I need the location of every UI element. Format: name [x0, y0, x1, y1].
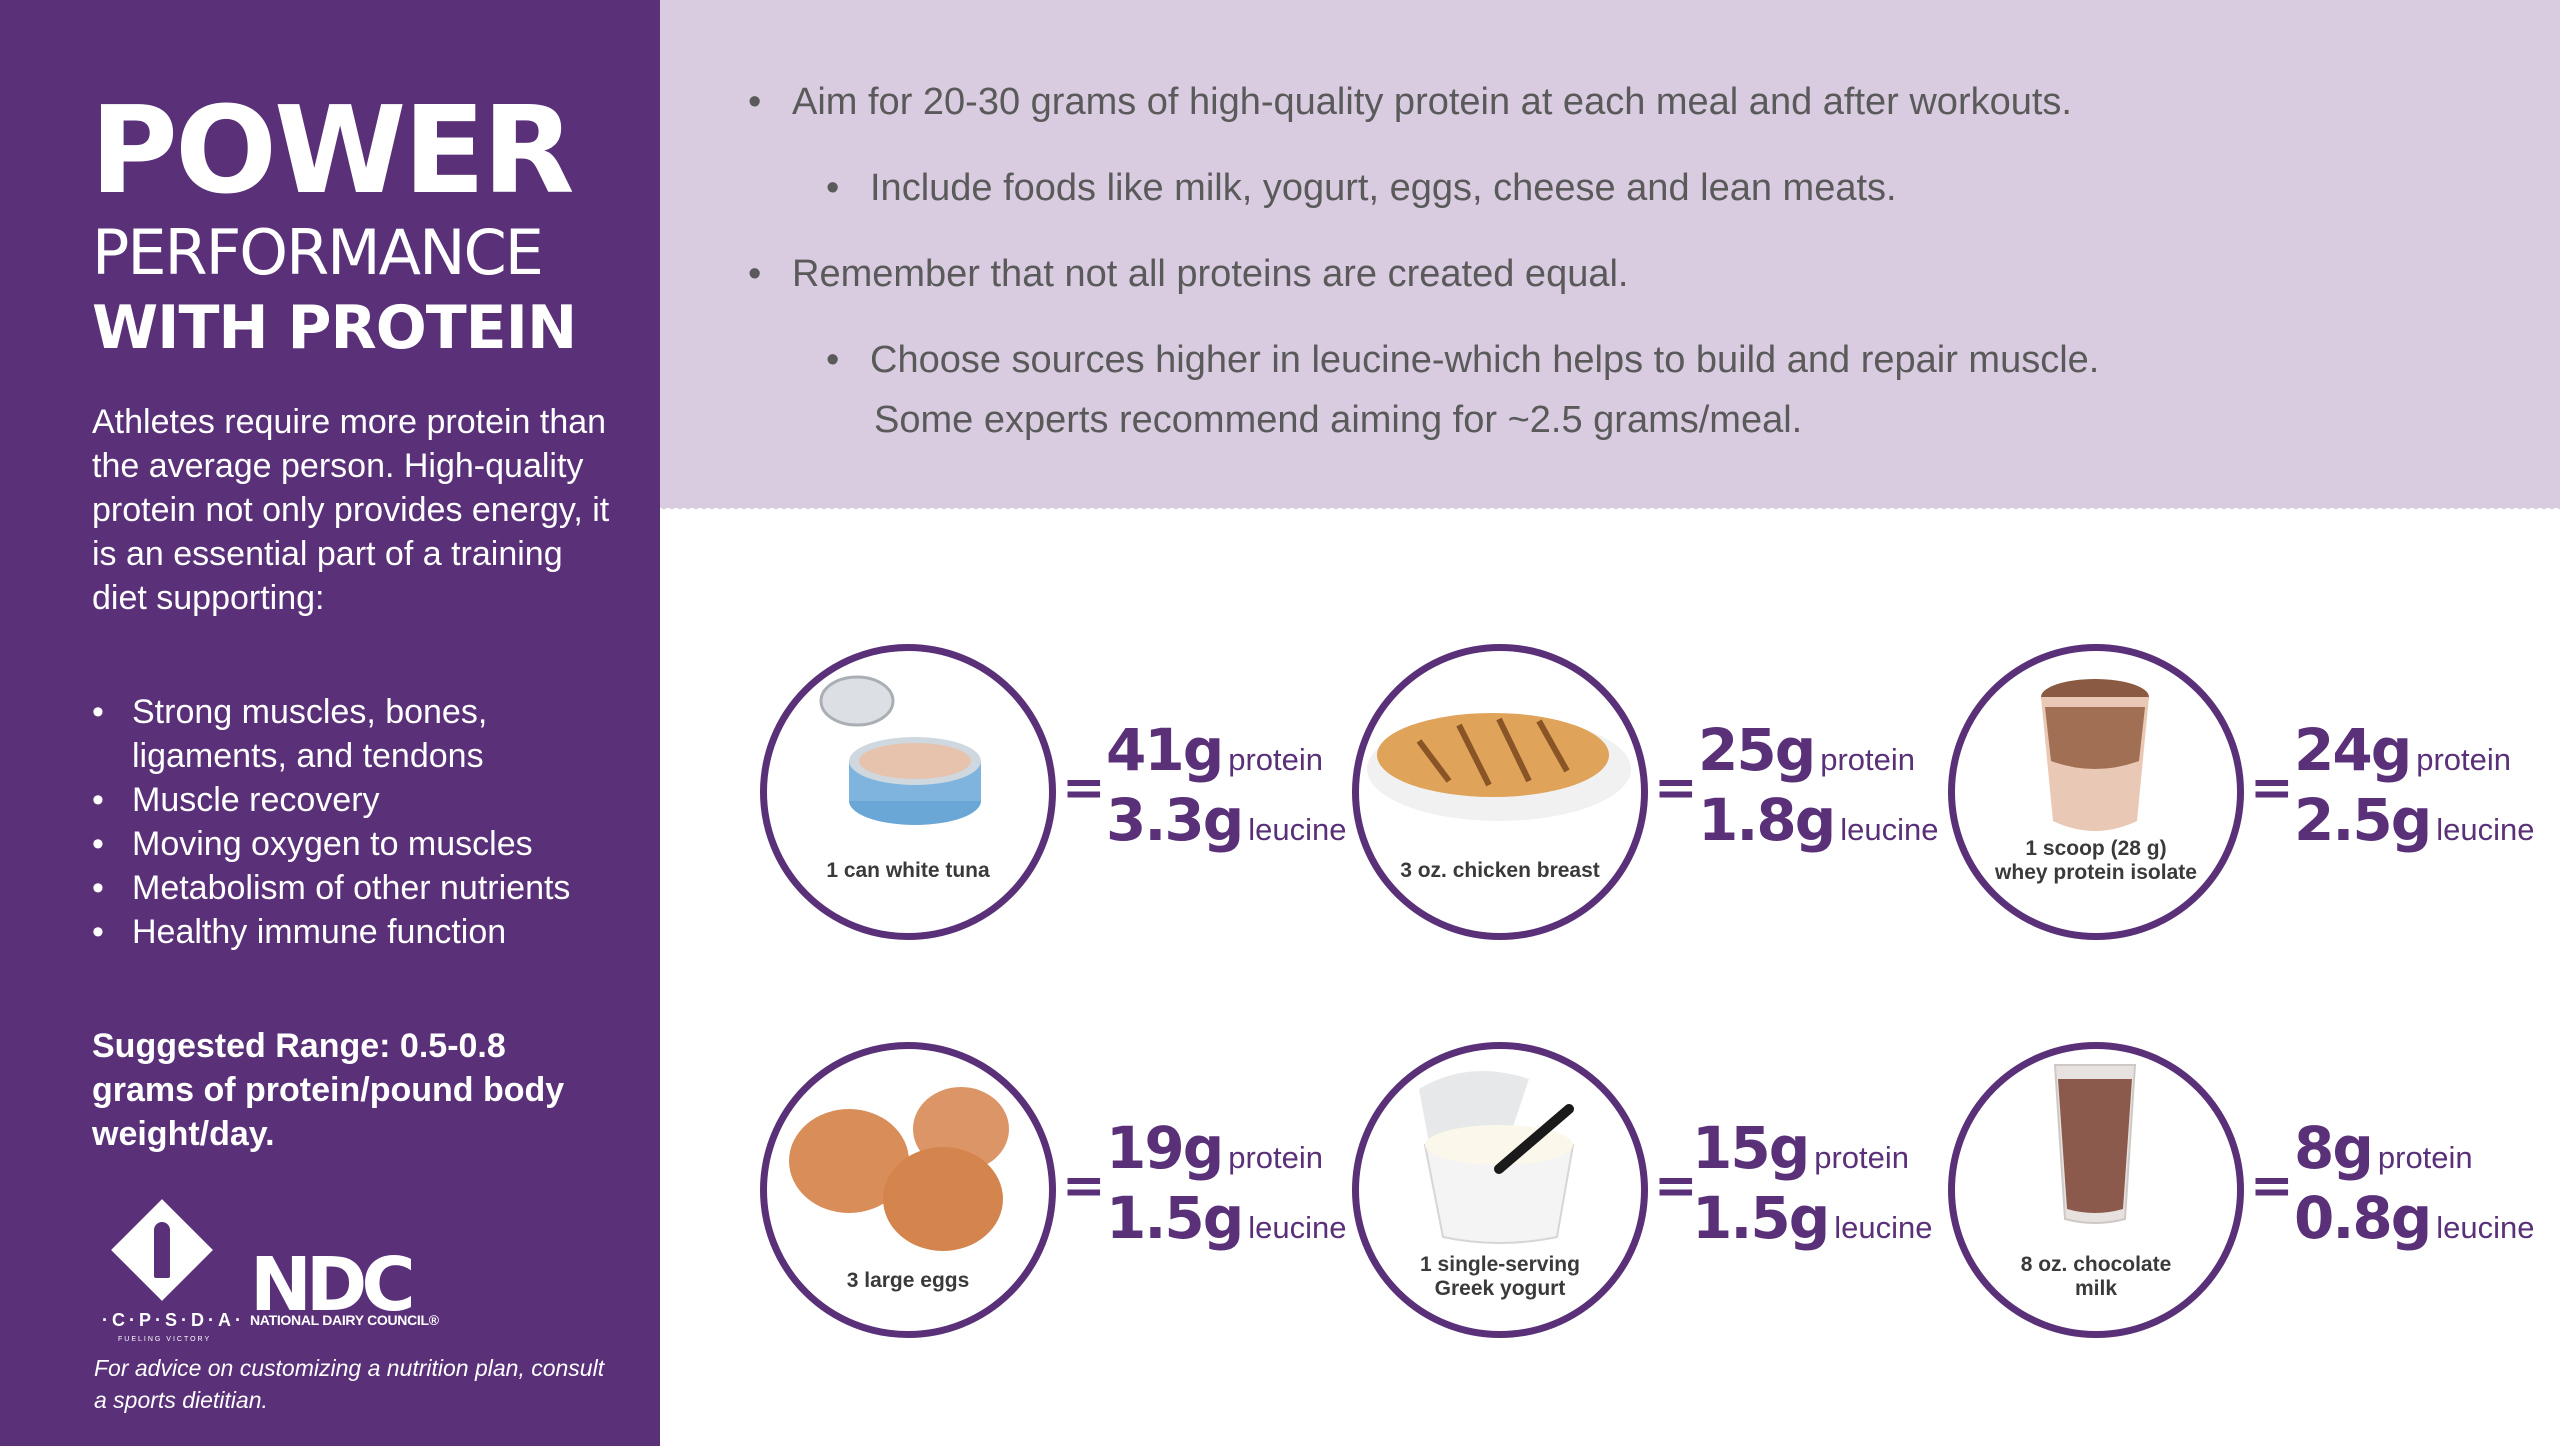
food-image-circle: 3 oz. chicken breast: [1352, 644, 1648, 940]
tip-sub-bullet: Choose sources higher in leucine-which h…: [826, 330, 2270, 450]
tip-sub-bullet: Include foods like milk, yogurt, eggs, c…: [826, 158, 1897, 218]
food-image-circle: 3 large eggs: [760, 1042, 1056, 1338]
leucine-unit: leucine: [1834, 1210, 1933, 1245]
cpsda-logo-subtext: FUELING VICTORY: [118, 1336, 212, 1343]
food-label: 1 single-serving: [1420, 1253, 1580, 1276]
protein-amount: 25g: [1698, 716, 1816, 784]
protein-value: 8g protein: [2294, 1114, 2473, 1182]
leucine-amount: 3.3g: [1106, 786, 1244, 854]
tips-band: Aim for 20-30 grams of high-quality prot…: [660, 0, 2560, 514]
logos: ·C·P·S·D·A· FUELING VICTORY NDC NATIONAL…: [92, 1199, 452, 1346]
tip-line: Some experts recommend aiming for ~2.5 g…: [874, 399, 1803, 441]
food-label: 3 oz. chicken breast: [1400, 859, 1600, 882]
leucine-unit: leucine: [2436, 812, 2535, 847]
leucine-amount: 2.5g: [2294, 786, 2432, 854]
leucine-amount: 1.5g: [1106, 1184, 1244, 1252]
protein-unit: protein: [1820, 742, 1916, 777]
food-label: 8 oz. chocolate: [2020, 1253, 2172, 1276]
protein-value: 24g protein: [2294, 716, 2511, 784]
eggs-icon: [789, 1087, 1009, 1251]
title-power: POWER: [90, 82, 575, 221]
title-performance: PERFORMANCE: [92, 216, 544, 289]
chocolate-milk-glass-icon: [2053, 1064, 2137, 1224]
leucine-unit: leucine: [1248, 812, 1347, 847]
benefit-item: Moving oxygen to muscles: [92, 822, 612, 866]
leucine-unit: leucine: [2436, 1210, 2535, 1245]
leucine-value: 1.5g leucine: [1692, 1184, 1933, 1252]
equals-sign: =: [1654, 758, 1698, 818]
tip-bullet: Remember that not all proteins are creat…: [748, 244, 1628, 304]
protein-unit: protein: [2416, 742, 2512, 777]
food-image-circle: 1 scoop (28 g) whey protein isolate: [1948, 644, 2244, 940]
leucine-amount: 0.8g: [2294, 1184, 2432, 1252]
benefit-item: Strong muscles, bones, ligaments, and te…: [92, 690, 612, 778]
food-label: 1 scoop (28 g): [2025, 837, 2167, 860]
food-label: Greek yogurt: [1434, 1277, 1566, 1300]
protein-unit: protein: [2377, 1140, 2473, 1175]
protein-scoop-icon: [2041, 679, 2149, 831]
cpsda-logo-text: ·C·P·S·D·A·: [102, 1310, 245, 1330]
protein-value: 15g protein: [1692, 1114, 1909, 1182]
leucine-amount: 1.8g: [1698, 786, 1836, 854]
benefit-item: Healthy immune function: [92, 910, 612, 954]
equals-sign: =: [1654, 1156, 1698, 1216]
equals-sign: =: [1062, 758, 1106, 818]
ndc-logo: NDC: [250, 1242, 416, 1328]
protein-amount: 8g: [2294, 1114, 2374, 1182]
leucine-unit: leucine: [1840, 812, 1939, 847]
leucine-value: 3.3g leucine: [1106, 786, 1347, 854]
chicken-breast-icon: [1367, 713, 1631, 821]
food-image-circle: 1 single-serving Greek yogurt: [1352, 1042, 1648, 1338]
protein-unit: protein: [1228, 742, 1324, 777]
protein-value: 25g protein: [1698, 716, 1915, 784]
ndc-logo-subtext: NATIONAL DAIRY COUNCIL®: [250, 1312, 439, 1328]
equals-sign: =: [2250, 758, 2294, 818]
leucine-value: 2.5g leucine: [2294, 786, 2535, 854]
yogurt-cup-icon: [1419, 1071, 1575, 1244]
advice-text: For advice on customizing a nutrition pl…: [94, 1355, 605, 1413]
protein-value: 41g protein: [1106, 716, 1323, 784]
protein-unit: protein: [1814, 1140, 1910, 1175]
food-label: 1 can white tuna: [826, 859, 990, 882]
food-image-circle: 8 oz. chocolate milk: [1948, 1042, 2244, 1338]
food-label: 3 large eggs: [846, 1269, 970, 1292]
leucine-amount: 1.5g: [1692, 1184, 1830, 1252]
protein-amount: 19g: [1106, 1114, 1224, 1182]
benefit-item: Metabolism of other nutrients: [92, 866, 612, 910]
leucine-value: 0.8g leucine: [2294, 1184, 2535, 1252]
tuna-can-icon: [819, 675, 981, 825]
benefit-item: Muscle recovery: [92, 778, 612, 822]
tip-line: Choose sources higher in leucine-which h…: [870, 339, 2100, 381]
equals-sign: =: [1062, 1156, 1106, 1216]
suggested-range: Suggested Range: 0.5-0.8 grams of protei…: [92, 1027, 565, 1153]
leucine-unit: leucine: [1248, 1210, 1347, 1245]
cpsda-figure-icon: [154, 1222, 170, 1278]
protein-amount: 41g: [1106, 716, 1224, 784]
equals-sign: =: [2250, 1156, 2294, 1216]
food-image-circle: 1 can white tuna: [760, 644, 1056, 940]
intro-text: Athletes require more protein than the a…: [92, 403, 610, 617]
food-label: whey protein isolate: [1995, 861, 2197, 884]
protein-unit: protein: [1228, 1140, 1324, 1175]
tip-bullet: Aim for 20-30 grams of high-quality prot…: [748, 72, 2072, 132]
protein-amount: 15g: [1692, 1114, 1810, 1182]
protein-value: 19g protein: [1106, 1114, 1323, 1182]
benefits-list: Strong muscles, bones, ligaments, and te…: [92, 690, 612, 954]
left-panel: POWER PERFORMANCE WITH PROTEIN Athletes …: [0, 0, 660, 1446]
leucine-value: 1.8g leucine: [1698, 786, 1939, 854]
food-label: milk: [2074, 1277, 2118, 1300]
protein-amount: 24g: [2294, 716, 2412, 784]
title-with-protein: WITH PROTEIN: [92, 293, 577, 363]
leucine-value: 1.5g leucine: [1106, 1184, 1347, 1252]
